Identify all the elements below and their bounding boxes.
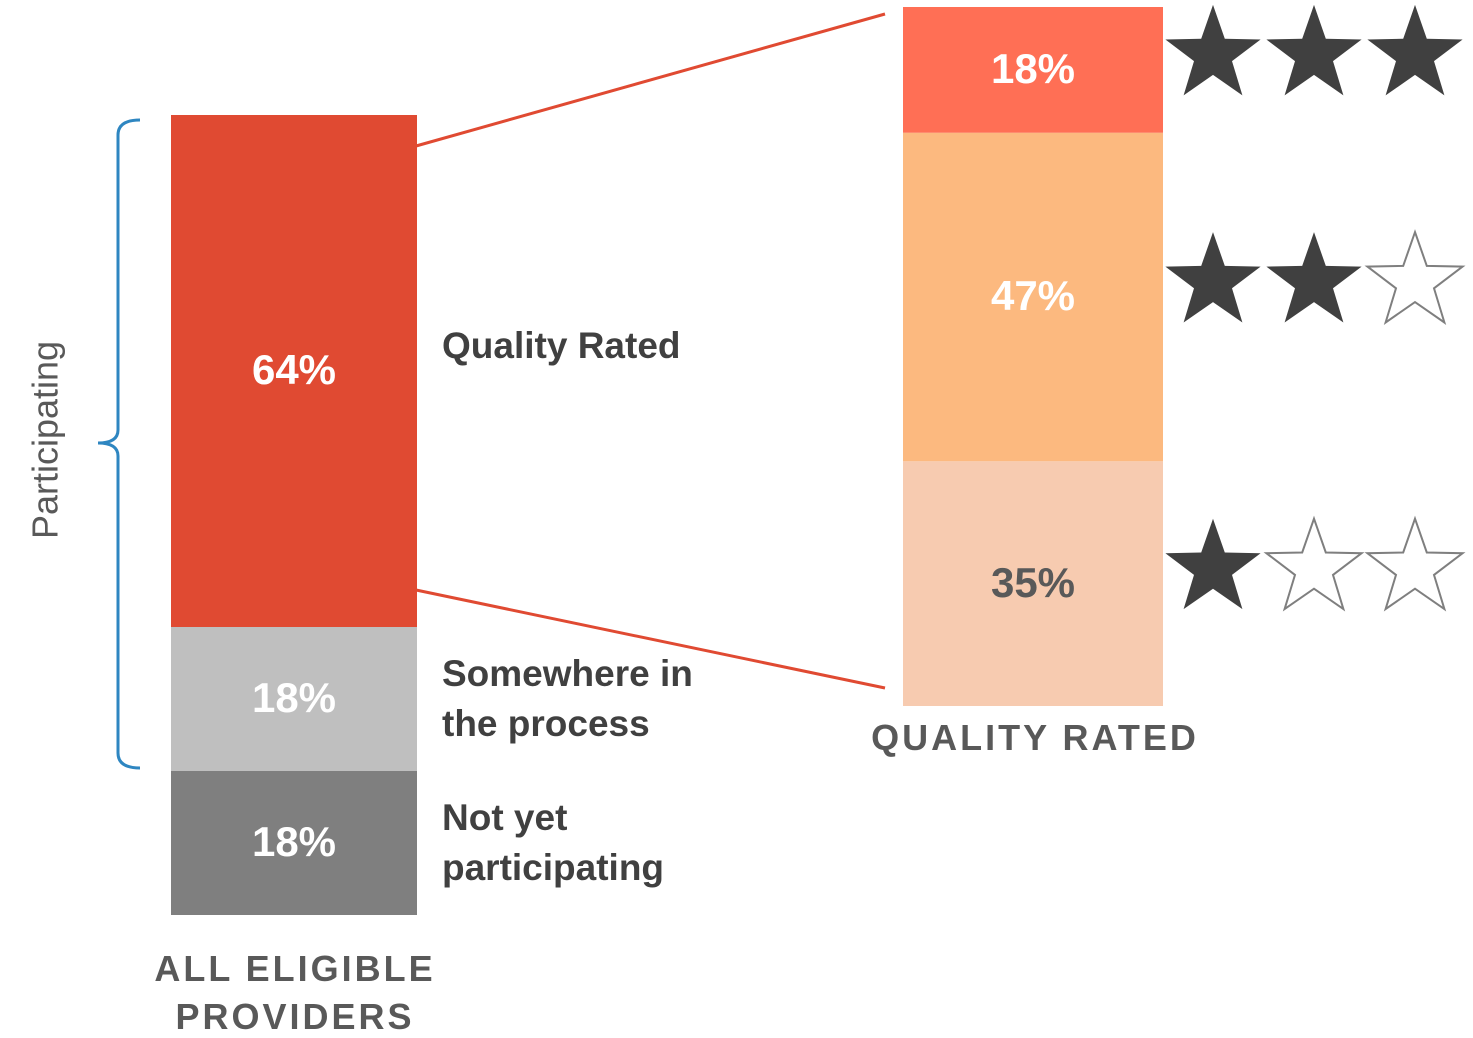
annotation: Participating <box>25 341 66 539</box>
star <box>1364 229 1466 325</box>
bar-segment <box>171 115 417 627</box>
connector <box>415 588 886 690</box>
value-label: 18% <box>991 45 1075 92</box>
bracket <box>97 118 141 770</box>
value-label: 18% <box>252 674 336 721</box>
axis-label: ALL ELIGIBLE PROVIDERS <box>154 948 436 1037</box>
value-label: 64% <box>252 346 336 393</box>
value-label: 47% <box>991 272 1075 319</box>
segment-label: Quality Rated <box>442 325 681 366</box>
bar-segment <box>903 7 1163 133</box>
bar-segment <box>171 771 417 915</box>
star <box>1266 4 1362 96</box>
star <box>1165 4 1261 96</box>
value-label: 35% <box>991 559 1075 606</box>
star <box>1266 232 1362 323</box>
star <box>1364 515 1466 612</box>
segment-label: Not yet participating <box>442 797 665 888</box>
star <box>1165 518 1261 610</box>
bar-segment <box>171 627 417 771</box>
connector <box>415 12 886 148</box>
segment-label: Somewhere in the process <box>442 653 693 744</box>
star <box>1263 515 1365 612</box>
value-label: 18% <box>252 818 336 865</box>
star <box>1367 4 1463 96</box>
bar-segment <box>903 461 1163 706</box>
bar-segment <box>903 132 1163 462</box>
star <box>1165 232 1261 323</box>
axis-label: QUALITY RATED <box>871 717 1199 758</box>
